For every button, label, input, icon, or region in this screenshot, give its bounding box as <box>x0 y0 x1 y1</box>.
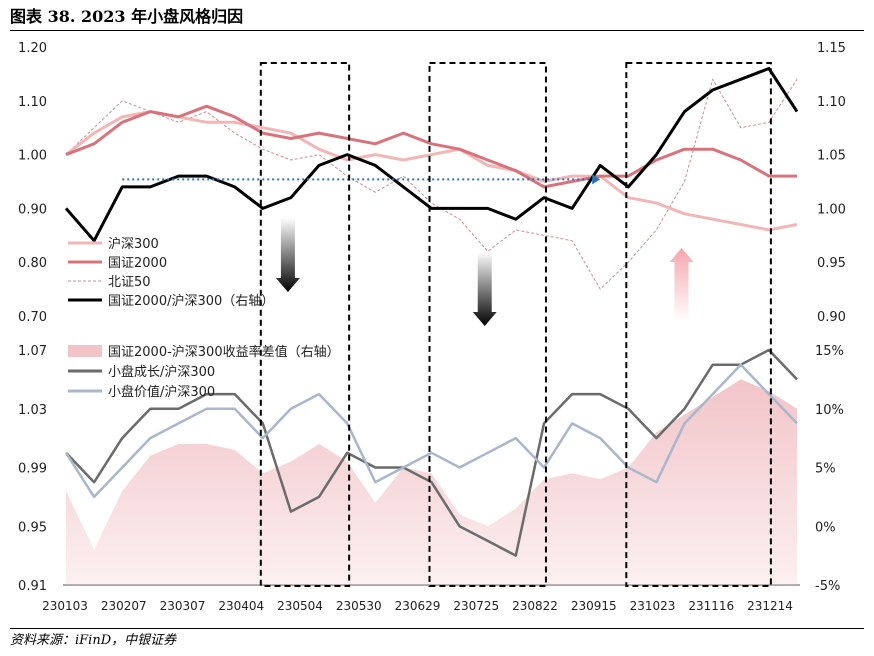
bottom-left-axis-tick: 1.03 <box>18 403 47 418</box>
series-line-small-value <box>64 363 798 499</box>
top-right-axis-tick: 1.05 <box>817 149 846 164</box>
figure-title-bar: 图表 38. 2023 年小盘风格归因 <box>10 4 864 31</box>
top-left-axis-tick: 1.10 <box>18 95 47 110</box>
x-axis-tick: 230504 <box>277 599 323 613</box>
x-axis-tick: 230307 <box>160 599 206 613</box>
top-legend-label: 沪深300 <box>108 236 159 252</box>
top-legend-label: 北证50 <box>108 275 151 290</box>
highlight-box <box>259 62 351 587</box>
reference-arrowhead <box>592 174 601 185</box>
top-legend-label: 国证2000 <box>108 256 167 271</box>
top-right-axis-tick: 1.10 <box>817 95 846 110</box>
bottom-left-axis-tick: 0.95 <box>18 520 47 535</box>
top-right-axis-tick: 0.90 <box>817 310 846 325</box>
bottom-legend-label: 小盘成长/沪深300 <box>108 364 215 380</box>
bottom-left-axis-tick: 0.91 <box>18 579 47 594</box>
x-axis-tick: 230822 <box>512 599 558 613</box>
top-right-axis-tick: 0.95 <box>817 256 846 271</box>
series-line-small-growth <box>65 348 798 557</box>
highlight-box <box>625 62 772 587</box>
x-axis-tick: 230530 <box>336 599 382 613</box>
x-axis-tick: 230103 <box>42 599 88 613</box>
source-note: 资料来源：iFinD，中银证券 <box>10 633 177 648</box>
x-axis-tick: 230207 <box>101 599 147 613</box>
series-line-gz2000 <box>65 104 797 189</box>
x-axis-tick: 231214 <box>747 599 793 613</box>
top-right-axis-tick: 1.00 <box>817 202 846 217</box>
x-axis-tick: 230629 <box>395 599 441 613</box>
x-axis-tick: 231023 <box>630 599 676 613</box>
down-arrow <box>472 252 497 326</box>
x-axis-tick: 230404 <box>218 599 264 613</box>
top-left-axis-tick: 1.00 <box>18 149 47 164</box>
bottom-right-axis-tick: 10% <box>815 403 844 418</box>
source-bar: 资料来源：iFinD，中银证券 <box>10 628 864 655</box>
bottom-right-axis-tick: 5% <box>815 462 836 477</box>
bottom-legend-swatch <box>68 345 102 357</box>
top-left-axis-tick: 0.80 <box>18 256 47 271</box>
bottom-left-axis-tick: 0.99 <box>18 462 47 477</box>
bottom-legend-label: 国证2000-沪深300收益率差值（右轴） <box>108 344 340 360</box>
x-axis-tick: 230725 <box>453 599 499 613</box>
series-line-hs300 <box>65 110 798 232</box>
x-axis-tick: 231116 <box>688 599 734 613</box>
series-line-bz50 <box>65 78 798 290</box>
down-arrow <box>275 218 300 292</box>
top-left-axis-tick: 0.90 <box>18 202 47 217</box>
x-axis-tick: 230915 <box>571 599 617 613</box>
top-legend-label: 国证2000/沪深300（右轴） <box>108 293 274 309</box>
top-right-axis-tick: 1.15 <box>817 41 846 56</box>
top-left-axis-tick: 0.70 <box>18 310 47 325</box>
bottom-right-axis-tick: -5% <box>815 579 840 594</box>
bottom-left-axis-tick: 1.07 <box>18 344 47 359</box>
top-left-axis-tick: 1.20 <box>18 41 47 56</box>
bottom-right-axis-tick: 15% <box>815 344 844 359</box>
figure-title: 图表 38. 2023 年小盘风格归因 <box>10 7 244 26</box>
bottom-legend-label: 小盘价值/沪深300 <box>108 384 215 400</box>
bottom-right-axis-tick: 0% <box>815 520 836 535</box>
series-line-ratio <box>64 67 799 243</box>
up-arrow <box>669 248 694 322</box>
